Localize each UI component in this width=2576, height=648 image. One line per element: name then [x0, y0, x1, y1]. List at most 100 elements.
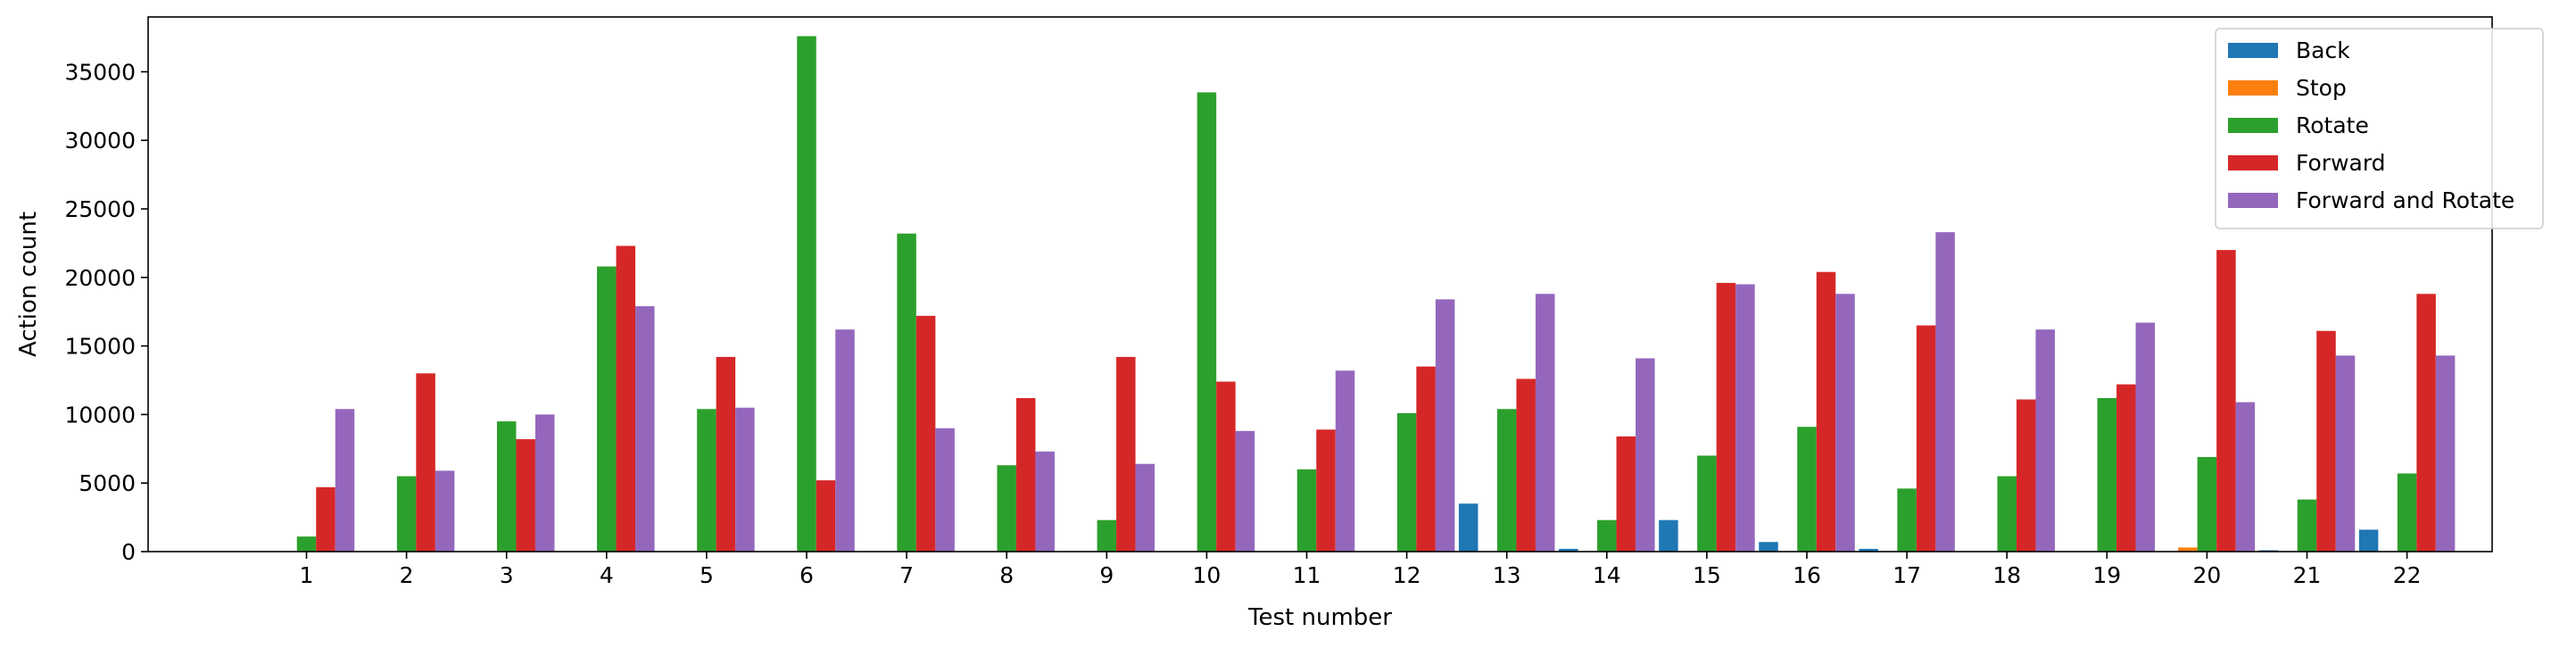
- bar-forward-and-rotate-test-21: [2335, 355, 2356, 552]
- y-tick-label: 5000: [79, 470, 136, 496]
- bar-forward-test-1: [316, 486, 335, 552]
- bar-forward-test-12: [1416, 366, 1436, 552]
- x-tick-label: 18: [1992, 562, 2021, 588]
- y-tick-label: 25000: [64, 196, 136, 222]
- x-tick-label: 6: [799, 562, 814, 588]
- bar-forward-test-13: [1516, 378, 1536, 552]
- bar-back-test-22: [2358, 529, 2379, 552]
- bar-forward-test-2: [416, 373, 435, 552]
- legend-swatch-forward-and-rotate: [2228, 193, 2278, 208]
- bar-rotate-test-16: [1797, 427, 1817, 552]
- y-tick-label: 10000: [64, 402, 136, 428]
- bar-rotate-test-20: [2197, 457, 2217, 552]
- bar-forward-and-rotate-test-2: [435, 470, 455, 552]
- bar-forward-test-15: [1716, 282, 1736, 552]
- bar-forward-test-17: [1916, 325, 1936, 552]
- bar-forward-and-rotate-test-5: [735, 407, 755, 552]
- legend-box: [2215, 28, 2544, 229]
- bar-forward-test-7: [915, 315, 936, 552]
- x-tick-label: 2: [400, 562, 414, 588]
- x-tick-label: 16: [1793, 562, 1821, 588]
- bar-back-test-14: [1559, 548, 1578, 552]
- bar-forward-and-rotate-test-19: [2135, 322, 2156, 552]
- x-tick-label: 1: [300, 562, 314, 588]
- bar-back-test-16: [1759, 542, 1778, 552]
- legend: Back Stop Rotate Forward Forward and Rotate: [2215, 28, 2544, 229]
- legend-swatch-stop: [2228, 80, 2278, 96]
- bar-forward-and-rotate-test-20: [2235, 402, 2256, 552]
- bar-rotate-test-7: [897, 233, 916, 552]
- bar-forward-and-rotate-test-7: [935, 428, 955, 552]
- bar-rotate-test-14: [1597, 519, 1617, 552]
- bar-forward-and-rotate-test-8: [1035, 451, 1055, 552]
- y-tick-label: 30000: [64, 128, 136, 154]
- y-axis-ticks: 0 5000 10000 15000 20000 25000 30000 35000: [64, 59, 148, 565]
- bar-rotate-test-22: [2397, 473, 2417, 552]
- y-axis-label: Action count: [15, 212, 42, 357]
- legend-label: Forward: [2296, 150, 2386, 176]
- bar-forward-test-11: [1316, 429, 1336, 552]
- legend-label: Back: [2296, 37, 2350, 63]
- bar-rotate-test-5: [697, 409, 716, 552]
- x-tick-label: 19: [2092, 562, 2121, 588]
- bar-rotate-test-3: [496, 421, 517, 552]
- x-tick-label: 15: [1693, 562, 1721, 588]
- bar-forward-test-19: [2116, 384, 2136, 552]
- bar-forward-test-4: [616, 245, 636, 552]
- bar-forward-test-3: [516, 439, 535, 552]
- y-tick-label: 15000: [64, 334, 136, 360]
- bar-stop-test-20: [2178, 547, 2198, 552]
- legend-swatch-back: [2228, 43, 2278, 58]
- bar-forward-test-9: [1116, 356, 1136, 552]
- x-axis-ticks: 1 2 3 4 5 6 7 8 9 10 11 12 13 14 15 16 17 18 19 20 21 22: [300, 552, 2422, 588]
- x-tick-label: 21: [2293, 562, 2322, 588]
- bar-rotate-test-21: [2297, 499, 2317, 552]
- bar-forward-and-rotate-test-22: [2435, 355, 2456, 552]
- bar-rotate-test-11: [1296, 469, 1317, 552]
- bar-rotate-test-2: [396, 476, 417, 552]
- bar-rotate-test-17: [1897, 488, 1917, 552]
- bar-forward-test-5: [716, 356, 736, 552]
- bar-forward-and-rotate-test-9: [1135, 463, 1155, 552]
- bars-group: [296, 36, 2456, 552]
- bar-forward-and-rotate-test-14: [1636, 358, 1655, 552]
- x-axis-label: Test number: [1247, 604, 1392, 631]
- bar-rotate-test-15: [1697, 455, 1717, 552]
- bar-rotate-test-4: [597, 266, 617, 552]
- x-tick-label: 4: [600, 562, 614, 588]
- bar-forward-test-10: [1216, 381, 1236, 552]
- bar-forward-test-22: [2416, 294, 2436, 552]
- bar-rotate-test-8: [997, 465, 1016, 552]
- bar-forward-and-rotate-test-6: [835, 329, 855, 552]
- legend-label: Stop: [2296, 75, 2347, 101]
- bar-forward-test-21: [2316, 330, 2336, 552]
- x-tick-label: 20: [2192, 562, 2221, 588]
- legend-label: Rotate: [2296, 112, 2369, 138]
- bar-forward-test-8: [1015, 397, 1036, 552]
- y-tick-label: 35000: [64, 59, 136, 85]
- bar-forward-and-rotate-test-11: [1335, 370, 1355, 552]
- y-tick-label: 0: [121, 539, 136, 565]
- bar-forward-and-rotate-test-4: [635, 306, 655, 552]
- x-tick-label: 8: [999, 562, 1014, 588]
- bar-forward-test-16: [1816, 271, 1836, 552]
- bar-forward-and-rotate-test-18: [2035, 329, 2055, 552]
- legend-label: Forward and Rotate: [2296, 187, 2514, 213]
- bar-forward-and-rotate-test-12: [1435, 299, 1455, 552]
- bar-rotate-test-1: [296, 536, 317, 552]
- bar-forward-and-rotate-test-10: [1235, 430, 1255, 552]
- bar-rotate-test-19: [2097, 397, 2117, 552]
- bar-rotate-test-18: [1997, 476, 2017, 552]
- x-tick-label: 17: [1893, 562, 1921, 588]
- x-tick-label: 22: [2393, 562, 2422, 588]
- x-tick-label: 5: [700, 562, 714, 588]
- y-tick-label: 20000: [64, 265, 136, 291]
- bar-rotate-test-13: [1496, 409, 1517, 552]
- legend-swatch-forward: [2228, 155, 2278, 170]
- bar-forward-test-18: [2016, 399, 2036, 552]
- bar-forward-and-rotate-test-16: [1835, 294, 1855, 552]
- bar-rotate-test-12: [1396, 412, 1417, 552]
- legend-swatch-rotate: [2228, 118, 2278, 133]
- bar-forward-test-6: [816, 480, 836, 552]
